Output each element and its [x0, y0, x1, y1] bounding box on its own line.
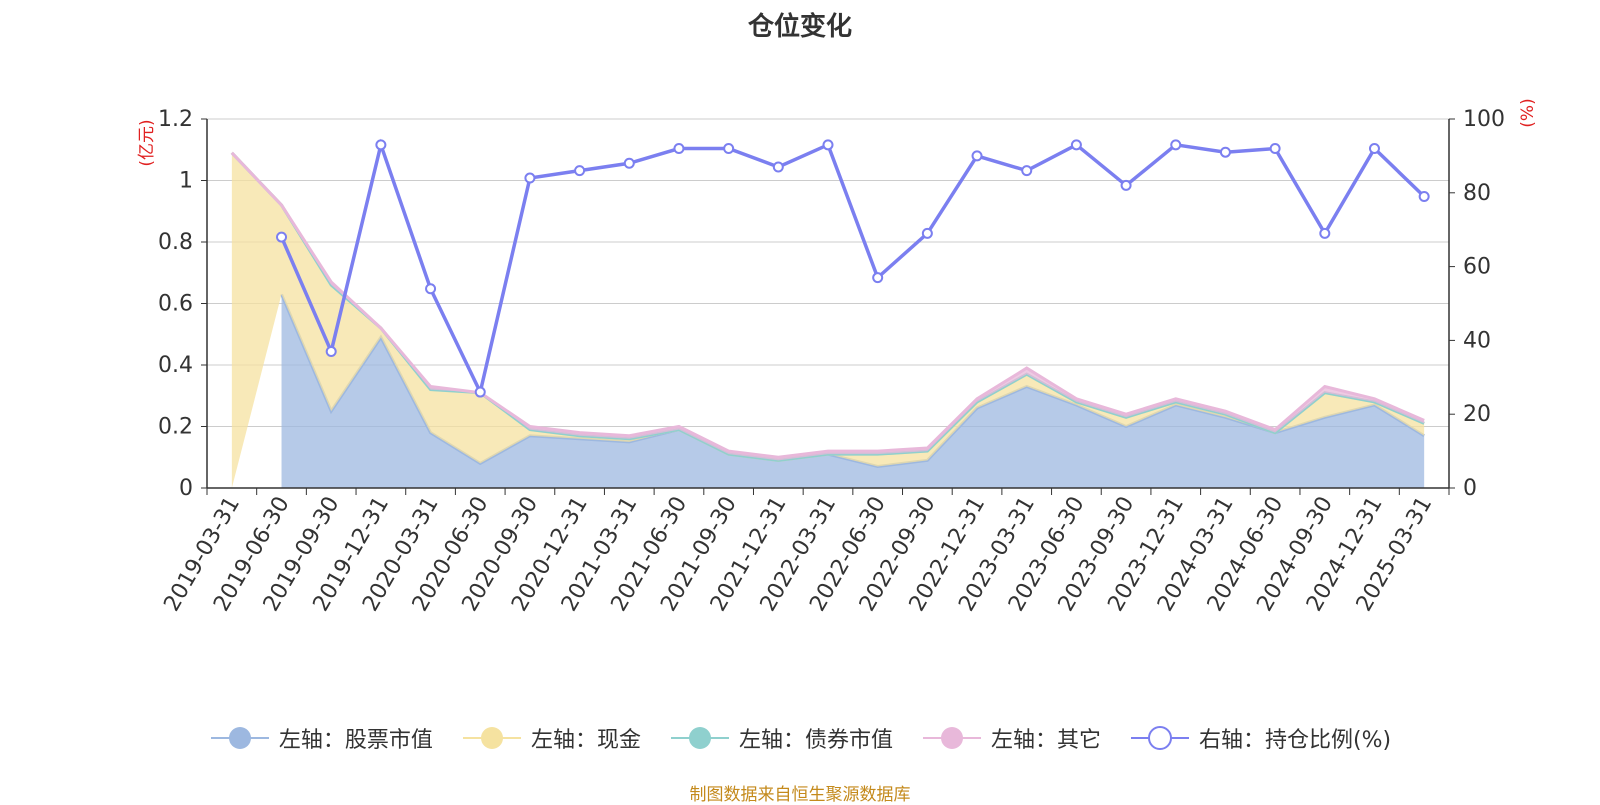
line-point [822, 139, 834, 151]
line-point [276, 231, 288, 243]
right-tick-label: 60 [1463, 255, 1491, 280]
line-point [623, 157, 635, 169]
legend-symbol [1130, 726, 1189, 750]
line-point [772, 161, 784, 173]
line-point [1219, 146, 1231, 158]
line-point [524, 172, 536, 184]
left-tick-label: 0 [179, 476, 193, 501]
right-tick-label: 40 [1463, 328, 1491, 353]
data-source-note: 制图数据来自恒生聚源数据库 [689, 785, 911, 805]
line-point [1120, 179, 1132, 191]
legend-item[interactable]: 左轴：现金 [461, 722, 641, 754]
legend-symbol [462, 727, 521, 749]
line-point [1269, 143, 1281, 155]
left-tick-label: 0.6 [158, 292, 193, 317]
left-tick-label: 1.2 [158, 107, 193, 132]
line-point [474, 386, 486, 398]
line-point [1021, 165, 1033, 177]
legend-label: 左轴：股票市值 [278, 728, 433, 753]
legend-label: 右轴：持仓比例(%) [1198, 728, 1392, 753]
right-tick-label: 20 [1463, 402, 1491, 427]
legend-label: 左轴：债券市值 [738, 728, 893, 753]
legend-label: 左轴：现金 [530, 728, 641, 753]
left-axis-unit: (亿元) [137, 119, 157, 166]
legend: 左轴：股票市值 左轴：现金 左轴：债券市值 左轴：其它 右轴：持仓比例(%) [0, 722, 1600, 754]
left-tick-label: 0.8 [158, 230, 193, 255]
left-tick-label: 1 [179, 169, 193, 194]
line-point [375, 139, 387, 151]
line-point [574, 165, 586, 177]
right-axis-unit: (%) [1518, 98, 1538, 127]
line-point [1368, 143, 1380, 155]
line-point [1418, 190, 1430, 202]
legend-item[interactable]: 左轴：股票市值 [209, 722, 433, 754]
line-point [425, 283, 437, 295]
line-右轴：持仓比例(%) [279, 138, 1426, 398]
left-tick-label: 0.4 [158, 353, 193, 378]
line-point [673, 143, 685, 155]
line-point [1319, 227, 1331, 239]
legend-item[interactable]: 右轴：持仓比例(%) [1129, 722, 1391, 754]
line-point [1170, 139, 1182, 151]
legend-symbol [922, 727, 981, 749]
line-series [276, 138, 1430, 398]
legend-item[interactable]: 左轴：其它 [921, 722, 1101, 754]
line-point [325, 345, 337, 357]
line-point [723, 143, 735, 155]
line-point [971, 150, 983, 162]
legend-symbol [210, 727, 269, 749]
right-tick-label: 80 [1463, 181, 1491, 206]
chart-title: 仓位变化 [747, 12, 852, 42]
line-point [1070, 139, 1082, 151]
legend-symbol [670, 727, 729, 749]
legend-item[interactable]: 左轴：债券市值 [669, 722, 893, 754]
area-series [230, 151, 1425, 488]
line-point [872, 272, 884, 284]
area-左轴：股票市值 [281, 294, 1425, 488]
legend-label: 左轴：其它 [990, 728, 1101, 753]
right-tick-label: 0 [1463, 476, 1477, 501]
left-tick-label: 0.2 [158, 415, 193, 440]
right-tick-label: 100 [1463, 107, 1505, 132]
line-point [921, 227, 933, 239]
area-edge-左轴：其它 [230, 151, 1425, 459]
axes [201, 118, 1455, 495]
